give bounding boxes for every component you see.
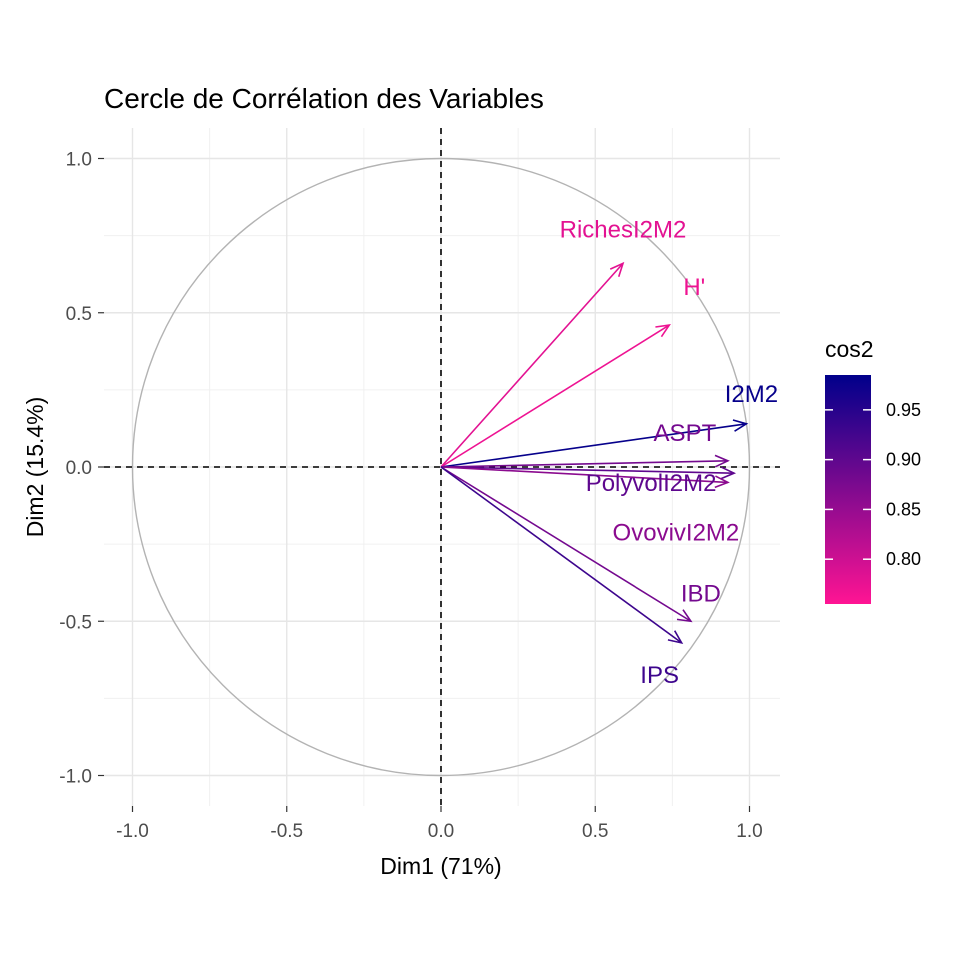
variable-label: OvovivI2M2 — [613, 519, 740, 546]
legend-title: cos2 — [825, 336, 874, 362]
variable-label: IBD — [681, 580, 721, 607]
arrow-head — [676, 609, 693, 623]
y-tick-label: 1.0 — [66, 150, 92, 171]
arrow-shaft — [440, 466, 728, 484]
legend-ticks: 0.80 0.85 0.90 0.95 — [825, 400, 921, 569]
arrow-head — [714, 454, 730, 468]
variable-label: IPS — [640, 662, 679, 689]
x-tick-label: 0.0 — [428, 821, 454, 842]
variable-arrow — [440, 466, 737, 480]
arrow-head — [655, 324, 671, 338]
variable-labels: RichesI2M2 H' I2M2 ASPT PolyvolI2M2 OvovivI2M… — [560, 216, 778, 688]
arrow-shaft — [440, 324, 670, 468]
x-tick-label: -1.0 — [116, 821, 149, 842]
arrow-shaft — [440, 262, 624, 468]
legend-tick-label: 0.80 — [886, 549, 921, 569]
variable-label: PolyvolI2M2 — [586, 470, 717, 497]
unit-circle — [131, 157, 751, 777]
arrow-shaft — [440, 460, 728, 468]
variable-arrow — [440, 454, 730, 468]
variable-arrow — [440, 419, 749, 468]
variable-arrow — [440, 466, 684, 645]
legend-colorbar — [825, 375, 871, 604]
x-tick-label: 0.5 — [582, 821, 608, 842]
y-tick-label: 0.0 — [66, 458, 92, 479]
legend-tick-label: 0.85 — [886, 499, 921, 519]
axis-ticks: -1.0 -0.5 0.0 0.5 1.0 -1.0 -0.5 0.0 0.5 1.0 — [59, 150, 762, 843]
x-tick-label: 1.0 — [736, 821, 762, 842]
arrow-head — [714, 475, 730, 489]
variable-label: H' — [683, 274, 705, 301]
y-tick-label: -1.0 — [59, 767, 92, 788]
variable-arrow — [440, 324, 671, 468]
variable-label: I2M2 — [725, 381, 778, 408]
variable-label: RichesI2M2 — [560, 216, 687, 243]
arrow-shaft — [440, 466, 735, 474]
legend-tick-label: 0.90 — [886, 450, 921, 470]
variable-arrows — [440, 261, 749, 645]
arrow-shaft — [440, 466, 692, 622]
arrow-head — [609, 261, 625, 277]
chart-title: Cercle de Corrélation des Variables — [104, 83, 544, 114]
y-axis-title: Dim2 (15.4%) — [22, 397, 48, 538]
variable-arrow — [440, 466, 693, 623]
variable-arrow — [440, 466, 730, 489]
arrow-shaft — [440, 423, 747, 468]
arrow-shaft — [440, 466, 683, 644]
arrow-head — [720, 466, 737, 480]
variable-label: ASPT — [654, 420, 717, 447]
x-tick-label: -0.5 — [270, 821, 303, 842]
x-axis-title: Dim1 (71%) — [380, 853, 501, 879]
arrow-head — [732, 419, 749, 432]
legend-tick-label: 0.95 — [886, 400, 921, 420]
y-tick-label: 0.5 — [66, 304, 92, 325]
cos2-legend: cos2 0.80 0.85 0.90 0.95 — [825, 336, 921, 604]
variable-arrow — [440, 261, 625, 468]
arrow-head — [667, 630, 684, 645]
y-tick-label: -0.5 — [59, 612, 92, 633]
